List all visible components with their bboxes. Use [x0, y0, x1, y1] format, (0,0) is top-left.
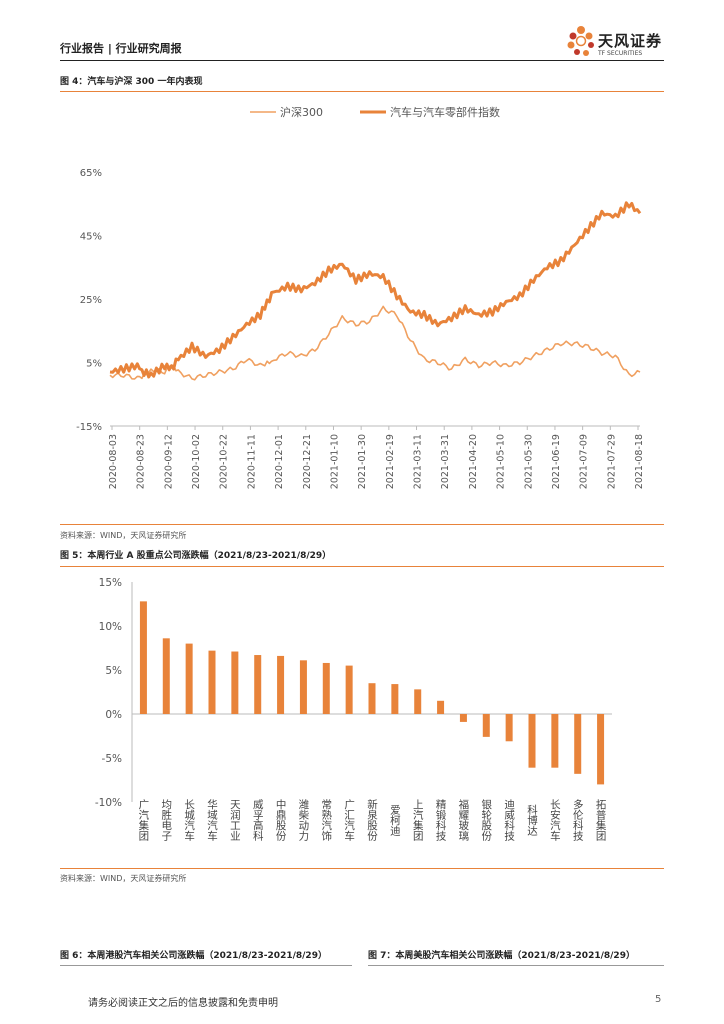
x-tick-label: 均胜电子 [160, 799, 172, 841]
x-tick-label: 2021-06-19 [551, 434, 562, 489]
x-tick-label: 银轮股份 [480, 798, 492, 842]
x-tick-label: 2020-12-21 [302, 434, 313, 489]
x-tick-label: 爱柯迪 [389, 803, 401, 836]
x-tick-label: 2020-10-02 [191, 434, 202, 489]
bar [185, 643, 193, 714]
x-tick-label: 拓普集团 [595, 799, 607, 842]
x-tick-label: 2020-11-11 [246, 434, 257, 489]
bar-chart: -10% -5% 0% 5% 10% 15% 广汽集团 均胜电子 长城汽车 华域汽车 天润工业 威孚高… [95, 577, 612, 842]
bar [551, 714, 559, 768]
x-tick-label: 新泉股份 [366, 798, 378, 842]
bar [505, 714, 513, 742]
x-tick-label: 华域汽车 [206, 798, 218, 842]
bar [574, 714, 582, 774]
x-tick-label: 精锻科技 [435, 798, 447, 842]
x-tick-label: 上汽集团 [412, 799, 424, 842]
fig5-bottom-rule [60, 868, 664, 869]
x-tick-label: 广汇汽车 [343, 799, 355, 842]
x-tick-label: 科博达 [526, 803, 538, 835]
bar [322, 662, 330, 714]
bar [482, 714, 490, 737]
x-tick-label: 2021-08-18 [634, 434, 645, 489]
x-tick-label: 2021-05-30 [523, 434, 534, 489]
bar [597, 714, 605, 785]
bar [345, 665, 353, 714]
x-tick-label: 2021-01-30 [357, 434, 368, 489]
fig5-top-rule [60, 566, 664, 567]
x-tick-label: 2020-10-22 [219, 434, 230, 489]
x-tick-label: 潍柴动力 [297, 799, 309, 842]
bar [437, 700, 445, 714]
bar [299, 660, 307, 714]
page-number: 5 [655, 994, 662, 1005]
x-tick-label: 2020-12-01 [274, 434, 285, 489]
brand-name: 天风证券 [598, 32, 663, 50]
y-tick-label: -15% [76, 422, 102, 433]
fig4-top-rule [60, 91, 664, 92]
fig6-rule [60, 965, 352, 966]
y-tick-label: -10% [95, 797, 122, 809]
x-tick-label: 威孚高科 [252, 798, 264, 842]
bar [231, 651, 239, 714]
legend-label-1: 汽车与汽车零部件指数 [390, 105, 500, 119]
fig7-rule [368, 965, 664, 966]
y-tick-label: -5% [102, 753, 122, 765]
y-tick-label: 0% [105, 709, 122, 721]
bar [528, 714, 536, 768]
y-tick-label: 5% [86, 359, 102, 370]
x-tick-label: 2020-08-23 [136, 434, 147, 489]
bar [254, 655, 262, 714]
y-tick-label: 65% [80, 168, 102, 179]
series-line-0 [109, 305, 641, 381]
fig4-bottom-rule [60, 524, 664, 525]
x-tick-label: 2020-08-03 [108, 434, 119, 489]
x-tick-label: 福耀玻璃 [457, 798, 469, 842]
bar [162, 638, 170, 714]
fig4-source: 资料来源：WIND，天风证券研究所 [60, 531, 187, 540]
x-tick-label: 2021-07-09 [579, 434, 590, 489]
x-tick-label: 中鼎股份 [275, 798, 287, 842]
x-tick-label: 长安汽车 [549, 799, 561, 842]
bar [208, 650, 216, 714]
y-tick-label: 15% [99, 577, 122, 589]
x-tick-label: 天润工业 [229, 799, 241, 841]
x-tick-label: 2021-05-10 [496, 434, 507, 489]
x-tick-label: 2020-09-12 [163, 434, 174, 489]
fig4-title: 图 4：汽车与沪深 300 一年内表现 [60, 77, 203, 87]
legend-label-0: 沪深300 [280, 105, 323, 119]
bar [139, 601, 147, 714]
x-tick-label: 长城汽车 [183, 799, 195, 842]
y-tick-label: 45% [80, 232, 102, 243]
bar [391, 684, 399, 714]
x-tick-label: 常熟汽饰 [320, 798, 332, 842]
brand-sub: TF SECURITIES [598, 50, 643, 57]
x-tick-label: 广汽集团 [137, 799, 149, 842]
y-tick-label: 5% [105, 665, 122, 677]
fig5-source: 资料来源：WIND，天风证券研究所 [60, 874, 187, 883]
fig5-title: 图 5：本周行业 A 股重点公司涨跌幅（2021/8/23-2021/8/29） [60, 551, 332, 561]
x-tick-label: 2021-02-19 [385, 434, 396, 489]
x-tick-label: 2021-03-31 [440, 434, 451, 489]
x-tick-label: 2021-03-11 [413, 434, 424, 489]
x-tick-label: 多伦科技 [572, 798, 584, 842]
line-chart: 沪深300 汽车与汽车零部件指数 -15% 5% 25% 45% 65% 2020-08-03… [76, 105, 645, 489]
bar [368, 683, 376, 714]
fig7-title: 图 7：本周美股汽车相关公司涨跌幅（2021/8/23-2021/8/29） [368, 951, 635, 961]
x-tick-label: 2021-04-20 [468, 434, 479, 489]
header-rule [60, 60, 664, 61]
series-line-1 [109, 201, 642, 379]
report-header-title: 行业报告 | 行业研究周报 [60, 42, 182, 55]
bar [459, 714, 467, 722]
x-tick-label: 迪威科技 [503, 799, 515, 842]
footer-disclaimer: 请务必阅读正文之后的信息披露和免责申明 [88, 998, 278, 1009]
x-tick-label: 2021-01-10 [329, 434, 340, 489]
y-tick-label: 10% [99, 621, 122, 633]
x-tick-label: 2021-07-29 [606, 434, 617, 489]
y-tick-label: 25% [80, 295, 102, 306]
bar [414, 689, 422, 714]
bar [277, 655, 285, 714]
fig6-title: 图 6：本周港股汽车相关公司涨跌幅（2021/8/23-2021/8/29） [60, 951, 327, 961]
brand-logo-icon [567, 26, 594, 56]
